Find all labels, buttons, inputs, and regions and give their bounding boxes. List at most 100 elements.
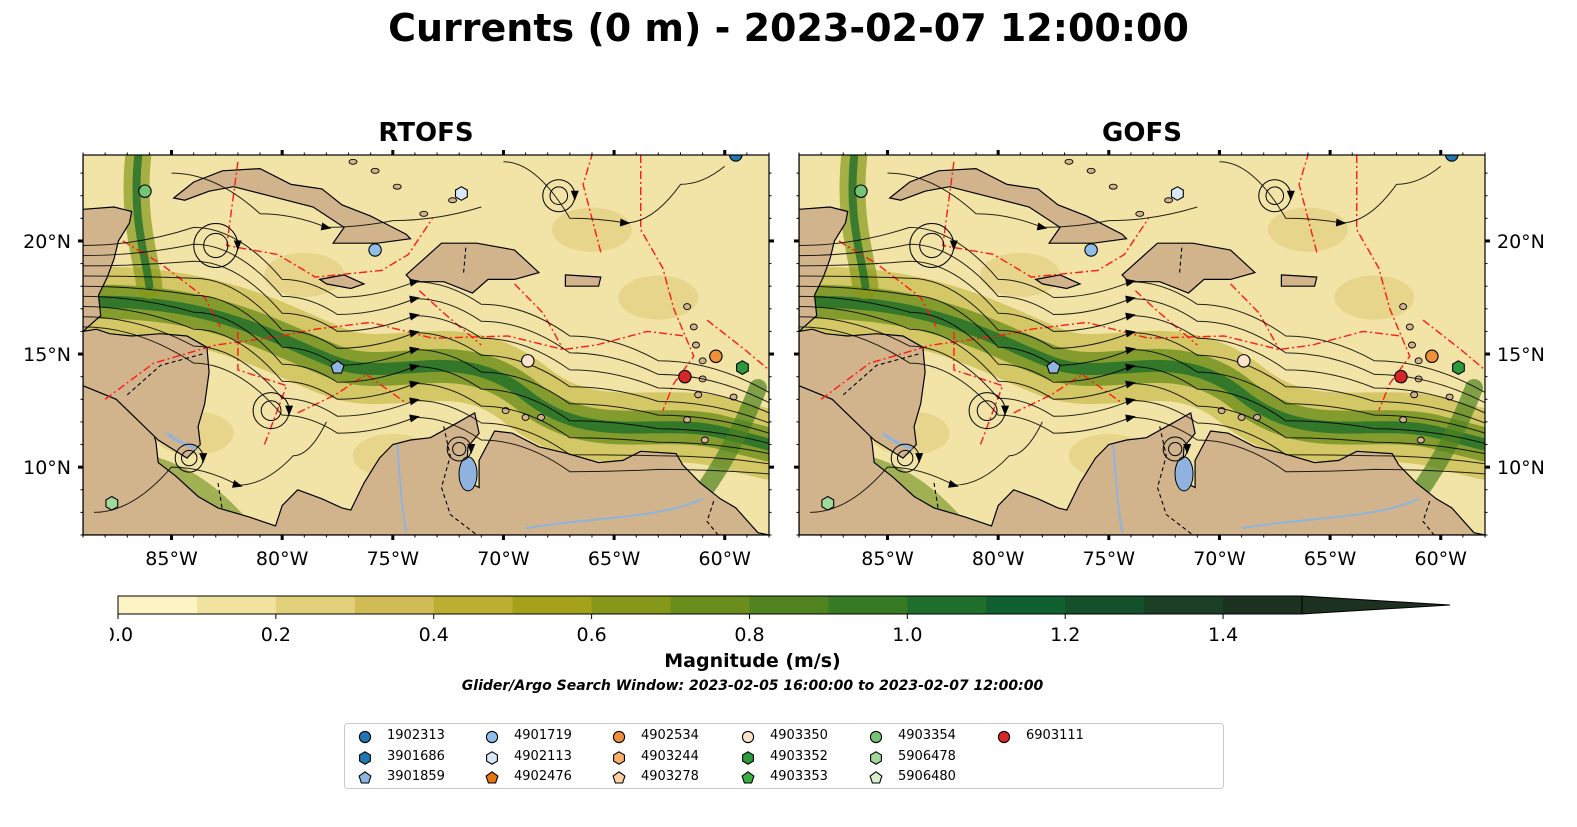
float-marker-1902313 xyxy=(729,155,743,162)
float-marker-4903352 xyxy=(736,360,749,376)
colorbar-tick-label: 0.2 xyxy=(261,624,291,646)
float-marker-3901859 xyxy=(1046,360,1061,374)
legend-label: 4902534 xyxy=(641,728,699,743)
float-marker-4902534 xyxy=(1425,349,1439,364)
float-marker-4902113 xyxy=(454,186,468,201)
colorbar-segment xyxy=(1065,596,1145,614)
float-marker-4902113 xyxy=(1170,186,1184,201)
lon-tick-label: 75°W xyxy=(1083,548,1136,570)
float-marker-5906478 xyxy=(105,495,119,511)
float-marker-4903354 xyxy=(854,184,868,198)
map-panel-gofs[interactable]: 85°W 80°W 75°W 70°W 65°W 60°W 10°N 15°N 20°N xyxy=(790,150,1577,580)
legend-marker-pentagon-icon xyxy=(485,771,499,784)
colorbar-tick-label: 0.8 xyxy=(734,624,764,646)
legend-marker-circle-icon xyxy=(612,730,626,744)
float-marker-5906478 xyxy=(821,495,835,511)
colorbar-segment xyxy=(1223,596,1303,614)
legend-label: 4903350 xyxy=(770,728,828,743)
legend-marker-circle-icon xyxy=(741,730,755,744)
legend-label: 4901719 xyxy=(514,728,572,743)
legend-label: 4903352 xyxy=(770,748,828,764)
colorbar-label: Magnitude (m/s) xyxy=(664,650,841,672)
lat-tick-label: 10°N xyxy=(1497,457,1545,479)
legend-marker-pentagon-icon xyxy=(741,771,755,784)
colorbar-segment xyxy=(828,596,908,614)
colorbar-segment xyxy=(118,596,198,614)
float-marker-6903111 xyxy=(1394,369,1408,384)
legend-label: 3901686 xyxy=(387,748,445,764)
legend-marker-hexagon-icon xyxy=(486,750,498,765)
legend-label: 4903354 xyxy=(898,728,956,743)
float-marker-4901719 xyxy=(368,243,382,257)
figure-title: Currents (0 m) - 2023-02-07 12:00:00 xyxy=(388,6,1189,50)
colorbar-segment xyxy=(354,596,435,614)
float-marker-4903350 xyxy=(1237,354,1251,368)
colorbar-segment xyxy=(749,596,829,614)
colorbar-segment xyxy=(670,596,751,614)
legend-label: 4903278 xyxy=(641,769,699,784)
panel-title-rtofs: RTOFS xyxy=(378,118,474,148)
legend-label: 3901859 xyxy=(387,769,445,784)
legend-marker-circle-icon xyxy=(485,730,499,744)
float-marker-4903352 xyxy=(1452,360,1465,376)
legend-marker-pentagon-icon xyxy=(612,771,626,784)
colorbar-tick-label: 1.2 xyxy=(1050,624,1080,646)
lat-tick-label: 15°N xyxy=(1497,344,1545,366)
legend-marker-circle-icon xyxy=(997,730,1011,744)
legend-label: 4903244 xyxy=(641,748,699,764)
float-marker-4903354 xyxy=(138,184,152,198)
legend-marker-pentagon-icon xyxy=(869,771,883,784)
colorbar-tick-label: 0.4 xyxy=(419,624,449,646)
search-window-subtitle: Glider/Argo Search Window: 2023-02-05 16… xyxy=(461,678,1044,694)
legend-label: 5906480 xyxy=(898,769,956,784)
colorbar-segment xyxy=(433,596,514,614)
float-marker-4903350 xyxy=(521,354,535,368)
map-panel-rtofs[interactable]: 85°W 80°W 75°W 70°W 65°W 60°W 10°N 15°N 20°N xyxy=(0,150,790,580)
colorbar-segment xyxy=(986,596,1066,614)
lat-tick-label: 15°N xyxy=(23,344,71,366)
legend-marker-circle-icon xyxy=(869,730,883,744)
legend-label: 5906478 xyxy=(898,748,956,764)
legend-marker-pentagon-icon xyxy=(358,771,372,784)
legend-marker-hexagon-icon xyxy=(359,750,371,765)
legend-marker-hexagon-icon xyxy=(613,750,625,765)
panel-title-gofs: GOFS xyxy=(1102,118,1182,148)
lon-tick-label: 70°W xyxy=(1193,548,1246,570)
colorbar-segment xyxy=(275,596,356,614)
colorbar-extend-arrow xyxy=(1301,595,1451,615)
colorbar-segment xyxy=(907,596,987,614)
lon-tick-label: 65°W xyxy=(588,548,641,570)
legend-marker-hexagon-icon xyxy=(742,750,754,765)
float-legend: 1902313 3901686 3901859 4901719 4902113 49024… xyxy=(344,723,1224,789)
float-marker-4901719 xyxy=(1084,243,1098,257)
lat-tick-label: 20°N xyxy=(23,231,71,253)
lon-tick-label: 85°W xyxy=(145,548,198,570)
legend-label: 4902113 xyxy=(514,748,572,764)
colorbar-tick-label: 0.0 xyxy=(110,624,133,646)
lon-tick-label: 80°W xyxy=(256,548,309,570)
float-marker-4902534 xyxy=(709,349,723,364)
colorbar-segment xyxy=(1144,596,1224,614)
lon-tick-label: 80°W xyxy=(972,548,1025,570)
lon-tick-label: 85°W xyxy=(861,548,914,570)
lon-tick-label: 60°W xyxy=(1415,548,1468,570)
legend-marker-circle-icon xyxy=(358,730,372,744)
legend-label: 4903353 xyxy=(770,769,828,784)
lon-tick-label: 65°W xyxy=(1304,548,1357,570)
colorbar-tick-label: 1.4 xyxy=(1208,624,1238,646)
legend-label: 1902313 xyxy=(387,728,445,743)
lat-tick-label: 10°N xyxy=(23,457,71,479)
colorbar: 0.0 0.2 0.4 0.6 0.8 1.0 1.2 1.4 xyxy=(110,595,1451,646)
lon-tick-label: 75°W xyxy=(367,548,420,570)
lon-tick-label: 70°W xyxy=(477,548,530,570)
lon-tick-label: 60°W xyxy=(699,548,752,570)
colorbar-segment xyxy=(512,596,593,614)
colorbar-tick-label: 0.6 xyxy=(576,624,606,646)
colorbar-tick-label: 1.0 xyxy=(892,624,922,646)
float-marker-3901859 xyxy=(330,360,345,374)
float-marker-6903111 xyxy=(678,369,692,384)
lat-tick-label: 20°N xyxy=(1497,231,1545,253)
float-marker-1902313 xyxy=(1445,155,1459,162)
legend-label: 4902476 xyxy=(514,769,572,784)
legend-marker-hexagon-icon xyxy=(870,750,882,765)
